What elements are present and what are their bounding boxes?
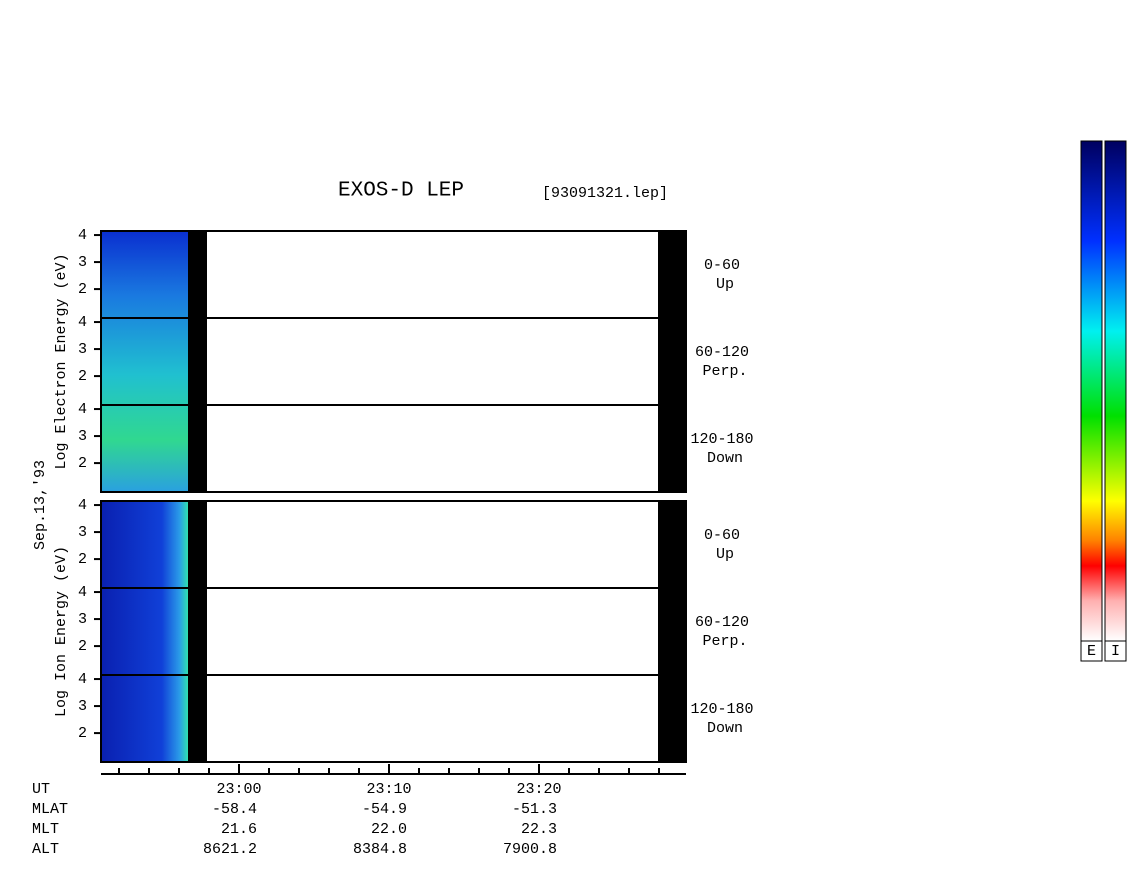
y-tick-label: 3	[78, 341, 87, 358]
y-tick-label: 4	[78, 584, 87, 601]
data-gap	[188, 231, 207, 492]
channel-angle: 120-180	[690, 431, 753, 448]
channel-angle: 0-60	[704, 527, 740, 544]
file-label: [93091321.lep]	[542, 185, 668, 202]
orbit-value: 21.6	[221, 821, 257, 838]
orbit-value: -54.9	[362, 801, 407, 818]
color-bar	[1104, 140, 1127, 642]
y-tick-label: 2	[78, 725, 87, 742]
channel-direction: Perp.	[702, 363, 747, 380]
y-tick-label: 3	[78, 698, 87, 715]
y-tick-label: 4	[78, 227, 87, 244]
channel-angle: 0-60	[704, 257, 740, 274]
channel-angle: 60-120	[695, 614, 749, 631]
x-tick-label: 23:20	[516, 781, 561, 798]
y-tick-label: 3	[78, 524, 87, 541]
y-tick-label: 3	[78, 428, 87, 445]
orbit-row-label: UT	[32, 781, 50, 798]
y-tick-label: 2	[78, 638, 87, 655]
channel-angle: 60-120	[695, 344, 749, 361]
y-axis-label: Log Ion Energy (eV)	[53, 546, 70, 717]
spectrogram	[101, 501, 188, 762]
y-tick-label: 2	[78, 368, 87, 385]
x-tick-label: 23:00	[216, 781, 261, 798]
channel-direction: Down	[707, 450, 743, 467]
date-label: Sep.13,'93	[32, 460, 49, 550]
channel-direction: Perp.	[702, 633, 747, 650]
panel-frame	[100, 500, 687, 763]
spectrogram	[101, 231, 188, 492]
color-bar-label-box	[1104, 640, 1127, 662]
channel-angle: 120-180	[690, 701, 753, 718]
color-bar-label-box	[1080, 640, 1103, 662]
y-tick-label: 4	[78, 401, 87, 418]
y-axis-label: Log Electron Energy (eV)	[53, 253, 70, 469]
y-tick-label: 4	[78, 497, 87, 514]
y-tick-label: 3	[78, 611, 87, 628]
orbit-row-label: MLAT	[32, 801, 68, 818]
data-gap	[188, 501, 207, 762]
color-bar-label: I	[1111, 643, 1120, 660]
y-tick-label: 2	[78, 455, 87, 472]
panel-frame	[100, 230, 687, 493]
color-bar	[1080, 140, 1103, 642]
color-bar-label: E	[1087, 643, 1096, 660]
y-tick-label: 3	[78, 254, 87, 271]
channel-direction: Up	[716, 546, 734, 563]
orbit-value: 7900.8	[503, 841, 557, 858]
orbit-value: -58.4	[212, 801, 257, 818]
orbit-row-label: MLT	[32, 821, 59, 838]
y-tick-label: 4	[78, 671, 87, 688]
title: EXOS-D LEP	[338, 180, 464, 203]
orbit-value: 22.0	[371, 821, 407, 838]
orbit-value: 8384.8	[353, 841, 407, 858]
y-tick-label: 4	[78, 314, 87, 331]
y-tick-label: 2	[78, 551, 87, 568]
channel-direction: Down	[707, 720, 743, 737]
data-gap	[658, 501, 686, 762]
orbit-value: 8621.2	[203, 841, 257, 858]
x-tick-label: 23:10	[366, 781, 411, 798]
channel-direction: Up	[716, 276, 734, 293]
data-gap	[658, 231, 686, 492]
orbit-value: 22.3	[521, 821, 557, 838]
y-tick-label: 2	[78, 281, 87, 298]
orbit-row-label: ALT	[32, 841, 59, 858]
orbit-value: -51.3	[512, 801, 557, 818]
